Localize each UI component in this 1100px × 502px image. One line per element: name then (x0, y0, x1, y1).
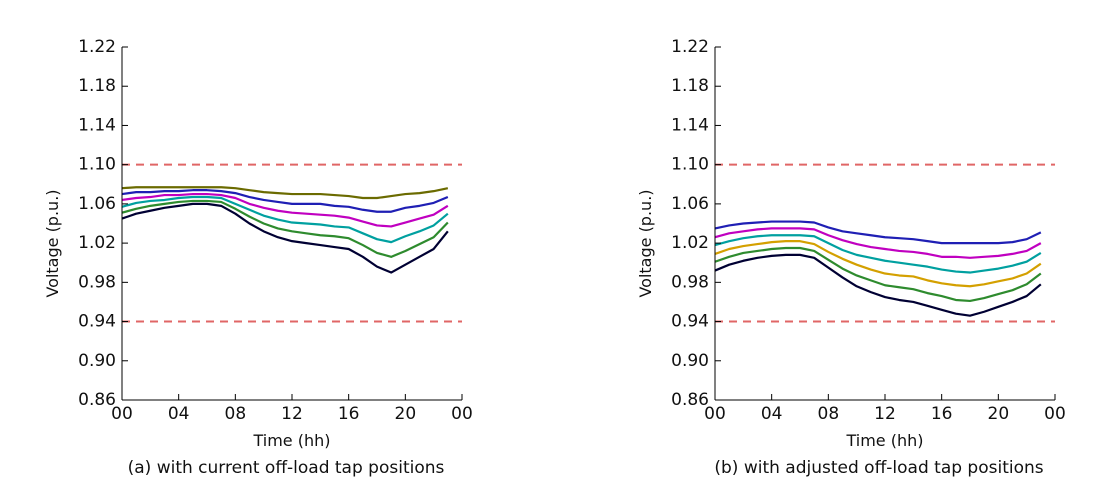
y-tick-label: 1.18 (78, 76, 116, 96)
voltage-line (714, 227, 1042, 259)
x-axis-label: Time (hh) (252, 431, 330, 450)
x-tick-label: 12 (281, 404, 303, 424)
voltage-line (714, 220, 1042, 245)
y-tick-label: 0.94 (78, 312, 116, 332)
y-tick-label: 0.86 (78, 390, 116, 410)
x-tick-label: 00 (704, 404, 726, 424)
voltage-line (714, 246, 1042, 303)
y-tick-label: 0.98 (671, 272, 709, 292)
y-tick-label: 1.14 (671, 115, 709, 135)
voltage-line (121, 189, 449, 213)
y-axis-label: Voltage (p.u.) (43, 189, 62, 297)
y-tick-label: 1.10 (78, 155, 116, 175)
y-tick-label: 0.90 (671, 351, 709, 371)
x-tick-label: 16 (338, 404, 360, 424)
y-tick-label: 1.18 (671, 76, 709, 96)
x-tick-label: 08 (818, 404, 840, 424)
voltage-line (121, 199, 449, 258)
x-tick-label: 04 (761, 404, 783, 424)
x-tick-label: 00 (451, 404, 473, 424)
x-tick-label: 08 (225, 404, 247, 424)
x-tick-label: 16 (931, 404, 953, 424)
y-tick-label: 1.06 (78, 194, 116, 214)
voltage-line (121, 195, 449, 244)
voltage-line (714, 253, 1042, 317)
y-tick-label: 0.94 (671, 312, 709, 332)
y-tick-label: 1.06 (671, 194, 709, 214)
voltage-line (121, 192, 449, 228)
x-tick-label: 00 (111, 404, 133, 424)
y-tick-label: 1.10 (671, 155, 709, 175)
y-tick-label: 0.86 (671, 390, 709, 410)
voltage-line (121, 186, 449, 200)
voltage-line (714, 240, 1042, 288)
caption: (b) with adjusted off-load tap positions (714, 458, 1043, 478)
y-tick-label: 0.90 (78, 351, 116, 371)
x-axis-label: Time (hh) (845, 431, 923, 450)
voltage-line (714, 234, 1042, 274)
x-tick-label: 00 (1044, 404, 1066, 424)
x-tick-label: 04 (168, 404, 190, 424)
y-tick-label: 1.22 (78, 37, 116, 57)
y-tick-label: 1.02 (671, 233, 709, 253)
y-axis-label: Voltage (p.u.) (636, 189, 655, 297)
voltage-line (121, 202, 449, 274)
x-tick-label: 20 (395, 404, 417, 424)
y-tick-label: 1.22 (671, 37, 709, 57)
x-tick-label: 20 (988, 404, 1010, 424)
y-tick-label: 1.02 (78, 233, 116, 253)
y-tick-label: 0.98 (78, 272, 116, 292)
caption: (a) with current off-load tap positions (128, 458, 445, 478)
y-tick-label: 1.14 (78, 115, 116, 135)
x-tick-label: 12 (874, 404, 896, 424)
